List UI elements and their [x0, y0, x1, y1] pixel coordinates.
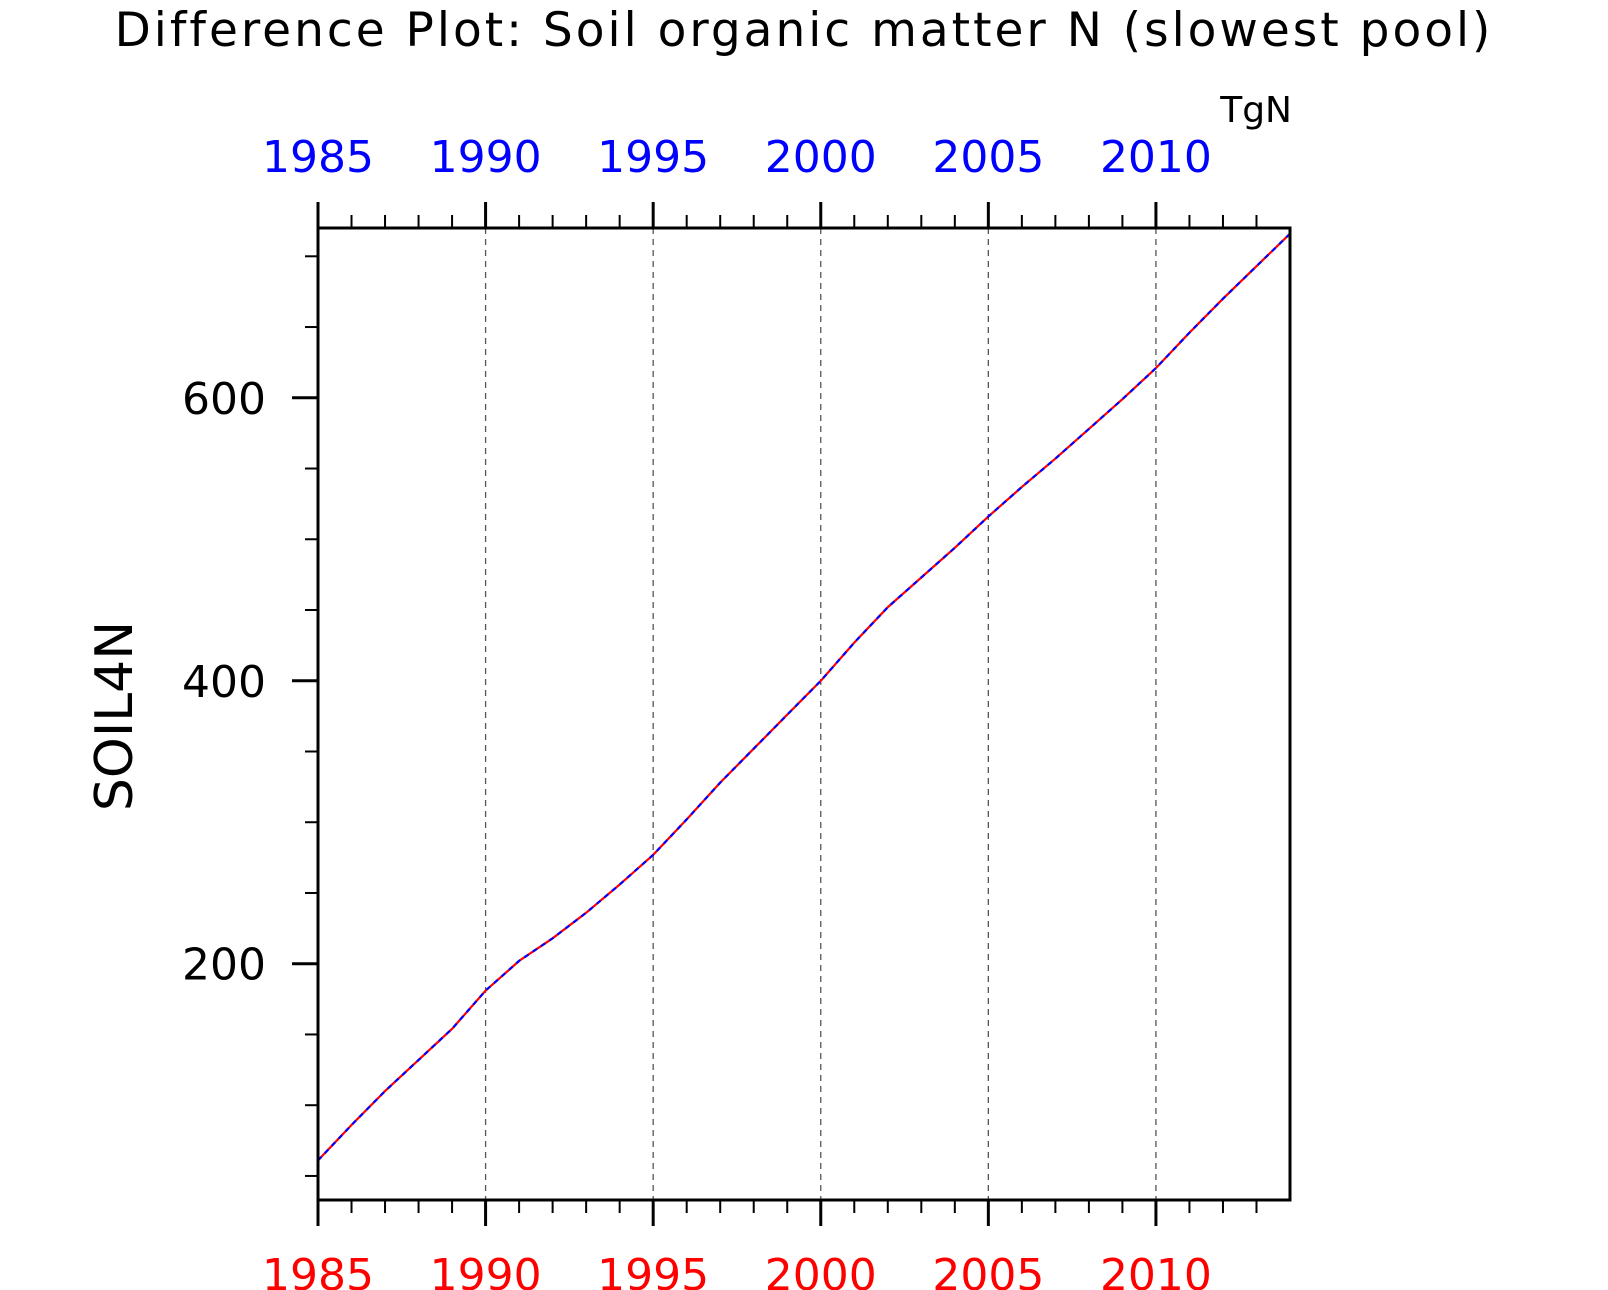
- series-group: [317, 232, 1291, 1162]
- x-tick-label-bottom-1995: 1995: [597, 1250, 709, 1290]
- y-axis-label: SOIL4N: [85, 621, 145, 811]
- series-line-2: [317, 232, 1291, 1162]
- x-tick-label-bottom-2000: 2000: [765, 1250, 877, 1290]
- x-tick-label-top-2010: 2010: [1100, 132, 1212, 183]
- x-tick-label-top-1995: 1995: [597, 132, 709, 183]
- axis-ticks: [292, 202, 1258, 1226]
- x-tick-label-bottom-1990: 1990: [430, 1250, 542, 1290]
- x-tick-label-top-2005: 2005: [932, 132, 1044, 183]
- x-tick-label-top-1985: 1985: [262, 132, 374, 183]
- x-tick-label-bottom-2010: 2010: [1100, 1250, 1212, 1290]
- grid-lines: [484, 228, 1157, 1200]
- units-label: TgN: [1219, 90, 1292, 131]
- x-axis-top-labels: 1985 1990 1995 2000 2005 2010: [262, 132, 1212, 183]
- y-tick-label-400: 400: [182, 657, 266, 708]
- x-axis-bottom-labels: 1985 1990 1995 2000 2005 2010: [262, 1250, 1212, 1290]
- x-tick-label-top-2000: 2000: [765, 132, 877, 183]
- y-tick-label-200: 200: [182, 940, 266, 991]
- y-axis-labels: 200 400 600: [182, 374, 266, 991]
- y-tick-label-600: 600: [182, 374, 266, 425]
- x-tick-label-top-1990: 1990: [430, 132, 542, 183]
- plot-frame: [316, 226, 1292, 1202]
- x-tick-label-bottom-1985: 1985: [262, 1250, 374, 1290]
- chart-title: Difference Plot: Soil organic matter N (…: [115, 3, 1494, 58]
- x-tick-label-bottom-2005: 2005: [932, 1250, 1044, 1290]
